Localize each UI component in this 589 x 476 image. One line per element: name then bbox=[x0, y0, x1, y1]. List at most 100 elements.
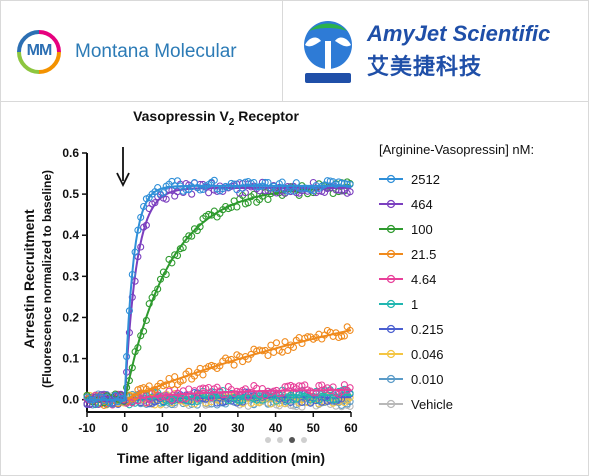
data-point bbox=[193, 394, 201, 403]
mm-ring-icon: MM bbox=[15, 28, 63, 76]
legend-swatch-marker bbox=[386, 299, 396, 309]
y-tick-label: 0.5 bbox=[62, 187, 79, 201]
data-point bbox=[224, 397, 232, 405]
legend-label: 0.046 bbox=[411, 347, 444, 362]
data-point bbox=[329, 396, 337, 404]
y-tick-label: 0.4 bbox=[62, 228, 79, 242]
legend-swatch-marker bbox=[386, 349, 396, 359]
data-point bbox=[185, 232, 193, 240]
data-point bbox=[193, 397, 201, 405]
legend-swatch-marker bbox=[386, 199, 396, 209]
pager-dot[interactable] bbox=[277, 437, 283, 443]
data-point bbox=[340, 332, 348, 340]
data-point bbox=[315, 382, 323, 390]
amyjet-name: AmyJet Scientific bbox=[367, 21, 551, 46]
chart-title: Vasopressin V2 Receptor bbox=[133, 108, 299, 128]
logo-header: MM Montana Molecular AmyJet Scientific 艾… bbox=[1, 1, 588, 102]
data-point bbox=[346, 180, 354, 188]
legend-swatch-marker bbox=[386, 224, 396, 234]
data-point bbox=[111, 391, 119, 399]
data-point bbox=[171, 251, 179, 259]
y-axis-title: Arrestin Recruitment bbox=[21, 209, 37, 349]
data-point bbox=[173, 177, 182, 185]
data-point bbox=[264, 351, 272, 360]
data-point bbox=[340, 381, 348, 389]
data-point bbox=[338, 332, 346, 340]
data-point bbox=[196, 186, 204, 194]
x-tick-label: 60 bbox=[344, 421, 358, 435]
data-point bbox=[284, 346, 292, 355]
x-tick-label: 30 bbox=[231, 421, 245, 435]
legend-item-2512: 2512 bbox=[379, 172, 440, 187]
fit-line bbox=[87, 329, 352, 401]
ligand-arrow bbox=[116, 147, 130, 188]
x-axis: -10 0 10 20 30 40 50 60 bbox=[78, 411, 358, 435]
y-tick-label: 0.3 bbox=[62, 269, 79, 283]
data-point bbox=[315, 396, 323, 404]
legend-item-100: 100 bbox=[379, 222, 433, 237]
amyjet-scientific-logo[interactable]: AmyJet Scientific 艾美捷科技 bbox=[297, 9, 550, 93]
data-point bbox=[159, 189, 167, 197]
legend-item-4.64: 4.64 bbox=[379, 272, 436, 287]
data-point bbox=[162, 393, 170, 401]
legend-item-Vehicle: Vehicle bbox=[379, 397, 453, 412]
pagination-dots bbox=[265, 437, 307, 443]
series-layer bbox=[83, 176, 354, 411]
legend-label: 4.64 bbox=[411, 272, 436, 287]
legend-swatch-marker bbox=[386, 274, 396, 284]
legend-label: 1 bbox=[411, 297, 418, 312]
x-tick-label: 10 bbox=[156, 421, 170, 435]
fit-line bbox=[87, 184, 351, 401]
amyjet-name-cn: 艾美捷科技 bbox=[367, 54, 483, 79]
legend-item-0.046: 0.046 bbox=[379, 347, 444, 362]
data-point bbox=[272, 397, 281, 405]
legend-label: 464 bbox=[411, 197, 433, 212]
y-tick-label: 0.6 bbox=[62, 146, 79, 160]
legend-swatch-marker bbox=[386, 399, 396, 409]
x-tick-label: 0 bbox=[121, 421, 128, 435]
data-point bbox=[272, 339, 281, 347]
y-axis-subtitle: (Fluorescence normalized to baseline) bbox=[40, 170, 54, 388]
y-tick-label: 0.2 bbox=[62, 310, 79, 324]
pager-dot[interactable] bbox=[301, 437, 307, 443]
montana-molecular-logo[interactable]: MM Montana Molecular bbox=[15, 27, 237, 77]
legend-label: 21.5 bbox=[411, 247, 436, 262]
legend-label: 2512 bbox=[411, 172, 440, 187]
amyjet-logo-icon bbox=[304, 21, 352, 83]
data-point bbox=[182, 394, 190, 403]
header-divider bbox=[282, 1, 283, 101]
legend-swatch-marker bbox=[386, 324, 396, 334]
data-point bbox=[168, 396, 176, 404]
data-point bbox=[298, 398, 306, 407]
data-point bbox=[207, 393, 216, 402]
data-point bbox=[162, 195, 170, 203]
x-tick-label: 20 bbox=[193, 421, 207, 435]
x-tick-label: -10 bbox=[78, 421, 96, 435]
data-point bbox=[230, 361, 238, 369]
pager-dot[interactable] bbox=[265, 437, 271, 443]
data-point bbox=[91, 400, 100, 408]
legend-item-21.5: 21.5 bbox=[379, 247, 436, 262]
data-point bbox=[281, 338, 289, 346]
legend-swatch-marker bbox=[386, 174, 396, 184]
data-point bbox=[171, 192, 179, 200]
data-point bbox=[120, 394, 128, 402]
legend-item-464: 464 bbox=[379, 197, 433, 212]
montana-molecular-name: Montana Molecular bbox=[75, 41, 237, 62]
pager-dot[interactable] bbox=[289, 437, 295, 443]
legend-swatch-marker bbox=[386, 374, 396, 384]
data-point bbox=[94, 400, 102, 409]
data-point bbox=[264, 195, 272, 204]
series-2512 bbox=[83, 176, 354, 408]
data-point bbox=[185, 385, 193, 393]
legend-title: [Arginine-Vasopressin] nM: bbox=[379, 142, 534, 157]
legend-swatch-marker bbox=[386, 249, 396, 259]
data-point bbox=[326, 177, 334, 185]
data-point bbox=[289, 187, 298, 195]
legend-item-0.215: 0.215 bbox=[379, 322, 444, 337]
legend-label: 0.215 bbox=[411, 322, 444, 337]
data-point bbox=[298, 339, 306, 348]
legend-label: 100 bbox=[411, 222, 433, 237]
mm-mark-text: MM bbox=[26, 42, 53, 59]
